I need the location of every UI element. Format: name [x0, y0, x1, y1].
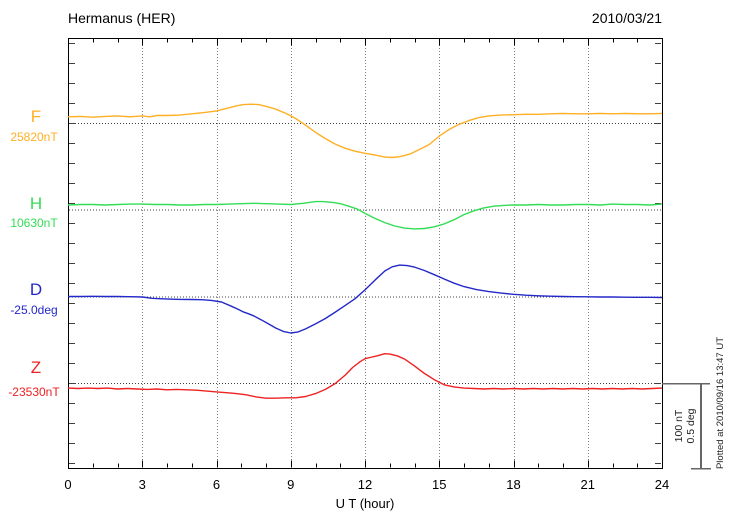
station-title: Hermanus (HER)	[68, 10, 176, 26]
x-axis-title: U T (hour)	[335, 496, 395, 511]
x-tick-label-6: 6	[212, 477, 221, 492]
scale-bar-deg-label: 0.5 deg	[685, 408, 697, 444]
trace-letter-h: H	[29, 194, 43, 213]
x-tick-label-24: 24	[654, 477, 670, 492]
trace-h	[67, 200, 663, 230]
scale-bar-nt-label: 100 nT	[673, 409, 685, 443]
trace-letter-z: Z	[30, 358, 42, 377]
trace-z	[67, 353, 663, 399]
x-tick-label-0: 0	[64, 477, 72, 492]
trace-baseline-h: 10630nT	[10, 216, 58, 230]
trace-letter-f: F	[30, 107, 42, 126]
x-tick-label-21: 21	[580, 477, 595, 492]
scale-bar-label: 100 nT 0.5 deg	[673, 384, 699, 468]
x-tick-label-15: 15	[432, 477, 447, 492]
x-tick-label-12: 12	[357, 477, 373, 492]
trace-baseline-f: 25820nT	[10, 130, 58, 144]
trace-baseline-z: -23530nT	[8, 385, 60, 399]
trace-letter-d: D	[29, 280, 43, 299]
trace-baseline-d: -25.0deg	[10, 303, 58, 317]
trace-f	[67, 103, 663, 159]
plot-date: 2010/03/21	[591, 10, 662, 26]
x-tick-label-9: 9	[287, 477, 295, 492]
plotted-at-note: Plotted at 2010/09/16 13:47 UT	[715, 336, 726, 470]
x-tick-label-3: 3	[138, 477, 146, 492]
trace-d	[68, 264, 663, 334]
x-tick-label-18: 18	[506, 477, 521, 492]
